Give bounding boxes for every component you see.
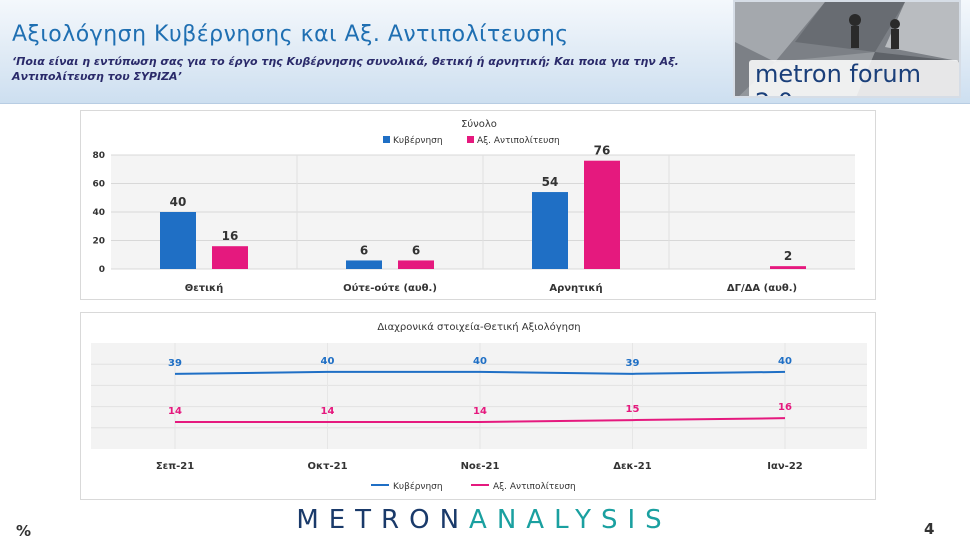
x-tick-label: Ούτε-ούτε (αυθ.)	[343, 282, 437, 294]
data-label: 6	[360, 243, 368, 257]
y-tick-label: 60	[92, 180, 105, 190]
plot-area	[91, 343, 867, 449]
legend-label: Αξ. Αντιπολίτευση	[477, 136, 560, 146]
bar-chart: Σύνολο Κυβέρνηση Αξ. Αντιπολίτευση 0 20 40 60 8…	[92, 118, 855, 294]
chart-title: Σύνολο	[461, 118, 497, 130]
bar	[770, 266, 806, 269]
bar	[584, 160, 620, 269]
x-tick-label: Οκτ-21	[307, 461, 347, 472]
y-tick-label: 20	[92, 237, 105, 247]
data-label: 16	[222, 229, 239, 243]
bar	[346, 260, 382, 269]
data-label: 40	[321, 356, 335, 367]
data-label: 2	[784, 249, 792, 263]
series-line	[175, 417, 786, 424]
brand-part-2: ANALYSIS	[469, 505, 672, 535]
data-label: 40	[170, 195, 187, 209]
data-label: 14	[473, 406, 487, 417]
x-tick-label: Θετική	[185, 282, 224, 294]
page-subtitle: ‘Ποια είναι η εντύπωση σας για το έργο τ…	[12, 55, 679, 83]
legend-label: Κυβέρνηση	[393, 481, 443, 492]
x-tick-label: Σεπ-21	[156, 461, 194, 472]
chart-title: Διαχρονικά στοιχεία-Θετική Αξιολόγηση	[377, 321, 580, 333]
x-tick-label: ΔΓ/ΔΑ (αυθ.)	[727, 283, 797, 294]
series-line	[174, 370, 786, 375]
data-label: 15	[626, 404, 640, 415]
page-number: 4	[924, 520, 935, 538]
x-tick-label: Ιαν-22	[767, 461, 803, 472]
legend-label: Κυβέρνηση	[393, 135, 443, 146]
legend-label: Αξ. Αντιπολίτευση	[493, 482, 576, 492]
logo-text: metron forum 2.0	[749, 60, 959, 96]
legend-swatch	[383, 136, 390, 143]
y-tick-label: 40	[92, 208, 105, 218]
data-label: 16	[778, 402, 792, 413]
bar	[212, 246, 248, 269]
data-label: 39	[168, 358, 182, 369]
line-chart-panel: Διαχρονικά στοιχεία-Θετική Αξιολόγηση Σεπ…	[80, 312, 876, 500]
data-label: 39	[626, 358, 640, 369]
data-label: 40	[473, 356, 487, 367]
data-label: 14	[168, 406, 182, 417]
x-tick-label: Νοε-21	[461, 461, 500, 472]
brand-part-1: METRON	[296, 505, 470, 535]
line-chart: Διαχρονικά στοιχεία-Θετική Αξιολόγηση Σεπ…	[91, 321, 867, 492]
data-label: 14	[321, 406, 335, 417]
metron-analysis-brand: METRONANALYSIS	[294, 505, 674, 535]
metron-forum-logo: metron forum 2.0	[733, 0, 961, 98]
data-label: 40	[778, 356, 792, 367]
y-tick-label: 0	[99, 265, 105, 275]
page-title: Αξιολόγηση Κυβέρνησης και Αξ. Αντιπολίτε…	[12, 22, 569, 47]
legend-swatch	[467, 136, 474, 143]
bar	[160, 212, 196, 269]
y-tick-label: 80	[92, 151, 105, 161]
data-label: 54	[542, 175, 559, 189]
data-label: 6	[412, 243, 420, 257]
bar	[532, 192, 568, 269]
unit-label: %	[16, 522, 32, 540]
data-label: 76	[594, 144, 611, 158]
bar	[398, 260, 434, 269]
x-tick-label: Δεκ-21	[613, 461, 652, 472]
x-tick-label: Αρνητική	[549, 282, 602, 294]
bar-chart-panel: Σύνολο Κυβέρνηση Αξ. Αντιπολίτευση 0 20 40 60 8…	[80, 110, 876, 300]
